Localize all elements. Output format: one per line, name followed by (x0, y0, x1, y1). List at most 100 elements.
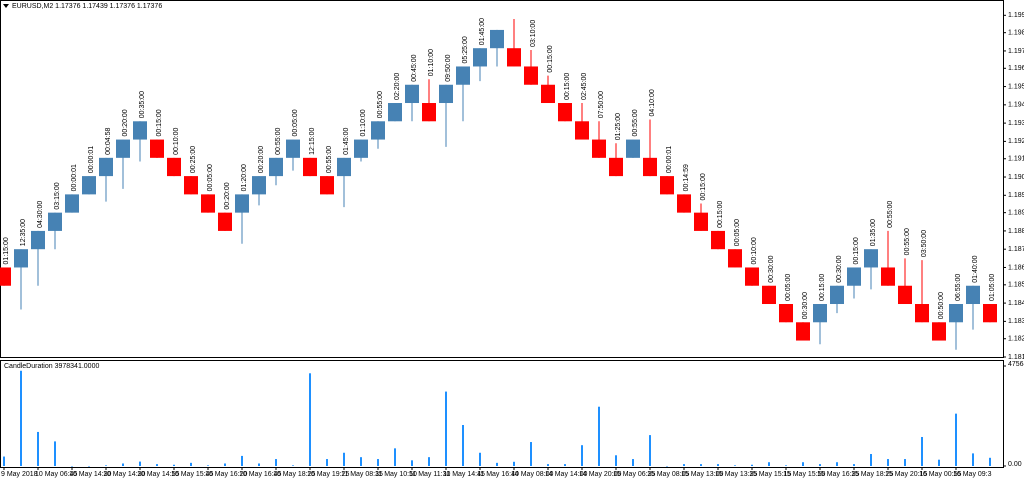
candle-body (371, 121, 385, 140)
candle-body (14, 249, 28, 268)
price-label: 1.18505 (1008, 282, 1024, 289)
duration-label: 00:15:00 (156, 109, 163, 136)
duration-bar (496, 462, 498, 466)
duration-label: 05:25:00 (462, 36, 469, 63)
duration-bar (20, 370, 22, 466)
candle-body (949, 304, 963, 323)
duration-bar (3, 456, 5, 466)
time-label: 11 May 08:35 (341, 471, 383, 478)
duration-label: 00:55:00 (887, 201, 894, 228)
candle-body (337, 157, 351, 177)
duration-bar (88, 465, 90, 467)
duration-bar (938, 459, 940, 466)
candle-body (592, 139, 606, 158)
candle-body (660, 176, 674, 195)
duration-bar (190, 462, 192, 466)
duration-label: 00:20:00 (224, 182, 231, 209)
duration-bar (666, 465, 668, 467)
time-label: 10 May 14:55 (137, 471, 180, 478)
candle-body (711, 230, 725, 250)
duration-label: 00:05:00 (292, 109, 299, 136)
candle-body (966, 285, 980, 305)
candle-body (184, 176, 198, 195)
duration-bar (394, 448, 396, 466)
duration-bar (156, 464, 158, 466)
candle-body (847, 267, 861, 286)
duration-label: 01:15:00 (3, 237, 10, 264)
duration-label: 00:15:00 (717, 201, 724, 228)
duration-bar (904, 459, 906, 466)
time-label: 10 May 06:45 (35, 471, 78, 478)
duration-label: 03:15:00 (54, 182, 61, 209)
duration-label: 03:50:00 (921, 230, 928, 257)
time-label: 10 May 18:25 (273, 471, 316, 478)
candle-body (150, 139, 164, 158)
duration-label: 01:45:00 (479, 18, 486, 45)
menu-triangle[interactable] (3, 4, 9, 8)
time-label: 15 May 18:25 (851, 471, 894, 478)
candle-body (405, 84, 419, 104)
duration-bar (173, 464, 175, 466)
candle-body (796, 322, 810, 341)
duration-bar (972, 453, 974, 466)
time-label: 11 May 16:40 (477, 471, 519, 478)
time-label: 10 May 14:30 (69, 471, 112, 478)
candle-body (167, 157, 181, 177)
duration-label: 00:15:00 (700, 173, 707, 200)
time-label: 11 May 14:45 (443, 471, 485, 478)
duration-label: 00:30:00 (768, 255, 775, 282)
time-label: 9 May 2018 (1, 471, 38, 478)
time-label: 15 May 13:35 (715, 471, 758, 478)
duration-label: 01:25:00 (615, 113, 622, 140)
duration-bar (428, 457, 430, 466)
duration-bar (275, 459, 277, 466)
duration-bar (224, 463, 226, 466)
price-label: 1.18995 (1008, 192, 1024, 199)
candle-body (779, 304, 793, 323)
duration-label: 00:00:01 (88, 146, 95, 173)
price-label: 1.18110 (1008, 354, 1024, 361)
duration-bar (207, 465, 209, 466)
duration-label: 02:20:00 (394, 73, 401, 100)
time-label: 14 May 08:00 (511, 471, 554, 478)
duration-bar (819, 464, 821, 466)
duration-bar (105, 465, 107, 466)
duration-bar (377, 459, 379, 466)
duration-label: 03:10:00 (530, 20, 537, 47)
time-label: 10 May 14:30 (103, 471, 146, 478)
candle-body (898, 285, 912, 305)
candle-body (541, 84, 555, 104)
duration-label: 00:55:00 (275, 127, 282, 154)
main-window-frame (0, 0, 1004, 358)
candle-body (388, 103, 402, 122)
candle-body (0, 267, 11, 286)
duration-bar (139, 461, 141, 466)
duration-bar (598, 406, 600, 466)
indicator-scale-label: 0.00 (1008, 461, 1022, 468)
symbol-header: EURUSD,M2 1.17376 1.17439 1.17376 1.1737… (12, 3, 162, 10)
duration-label: 00:20:00 (258, 146, 265, 173)
candle-body (881, 267, 895, 286)
candle-body (252, 176, 266, 195)
duration-bar (37, 431, 39, 466)
candle-body (235, 194, 249, 213)
time-label: 10 May 19:25 (307, 471, 350, 478)
duration-label: 00:30:00 (802, 292, 809, 319)
duration-label: 07:50:00 (598, 91, 605, 118)
price-label: 1.18800 (1008, 228, 1024, 235)
duration-bar (615, 455, 617, 466)
duration-label: 00:15:00 (564, 73, 571, 100)
price-label: 1.19980 (1008, 12, 1024, 19)
duration-label: 01:10:00 (360, 109, 367, 136)
time-label: 11 May 10:50 (375, 471, 417, 478)
price-label: 1.19195 (1008, 156, 1024, 163)
duration-label: 00:30:00 (836, 255, 843, 282)
time-label: 16 May 00:55 (919, 471, 962, 478)
duration-bar (649, 435, 651, 466)
duration-bar (564, 464, 566, 466)
duration-label: 00:35:00 (139, 91, 146, 118)
time-label: 15 May 15:50 (783, 471, 826, 478)
duration-bar (547, 464, 549, 466)
